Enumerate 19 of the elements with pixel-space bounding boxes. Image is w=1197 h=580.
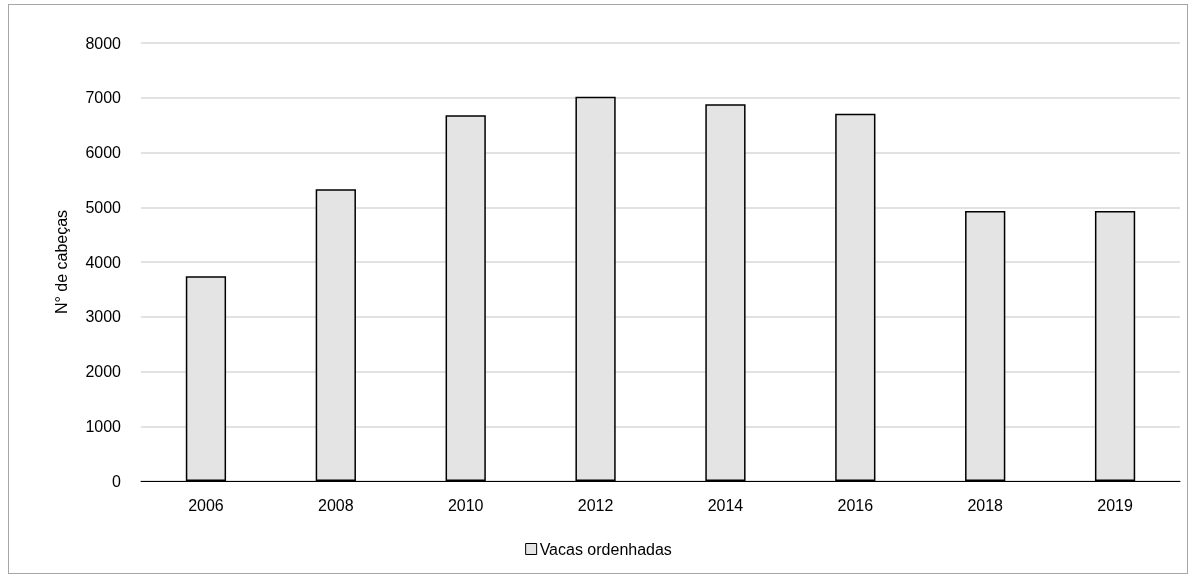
x-tick-label: 2016 xyxy=(837,496,874,514)
y-tick-label: 0 xyxy=(112,472,122,490)
y-tick-label: 1000 xyxy=(85,417,122,435)
x-tick-label: 2014 xyxy=(707,496,744,514)
x-tick-label: 2008 xyxy=(318,496,354,514)
legend-label: Vacas ordenhadas xyxy=(539,540,672,558)
y-tick-label: 7000 xyxy=(85,89,122,107)
y-tick-label: 8000 xyxy=(85,34,122,52)
y-tick-label: 6000 xyxy=(85,144,122,161)
y-tick-label: 5000 xyxy=(85,198,122,216)
x-tick-label: 2012 xyxy=(577,496,614,514)
x-tick-label: 2010 xyxy=(447,496,484,514)
y-tick-label: 3000 xyxy=(85,308,122,326)
y-axis-title: N° de cabeças xyxy=(52,209,70,315)
y-tick-label: 4000 xyxy=(85,253,122,271)
x-tick-label: 2018 xyxy=(967,496,1004,514)
y-tick-label: 2000 xyxy=(85,363,122,380)
x-tick-label: 2019 xyxy=(1097,496,1133,514)
x-tick-label: 2006 xyxy=(188,496,224,514)
